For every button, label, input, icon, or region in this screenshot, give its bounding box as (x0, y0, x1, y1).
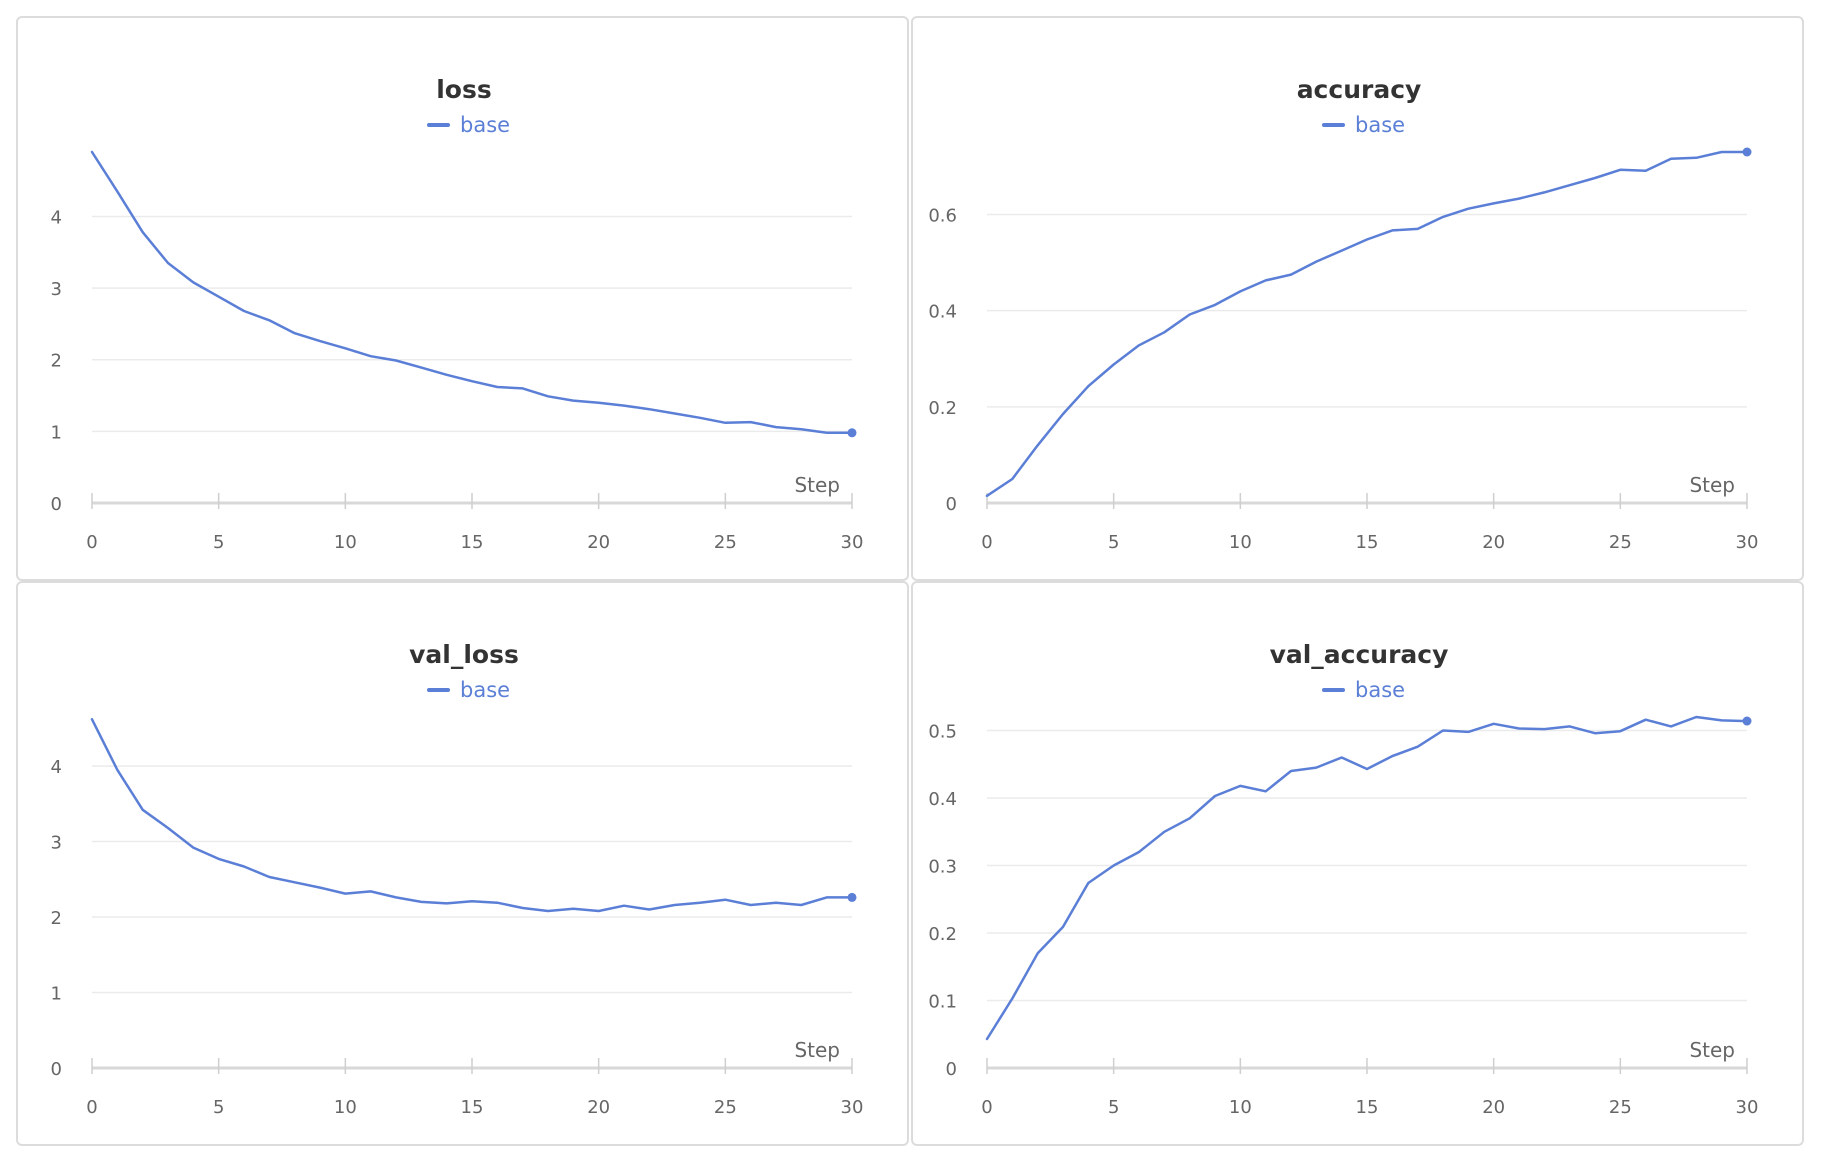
x-tick-label: 15 (1356, 532, 1379, 553)
x-tick-label: 25 (714, 1097, 737, 1118)
y-tick-label: 1 (51, 422, 62, 443)
x-tick-label: 10 (334, 1097, 357, 1118)
x-tick-label: 15 (461, 532, 484, 553)
chart-title: val_loss (409, 640, 519, 669)
x-tick-label: 0 (981, 1097, 992, 1118)
x-tick-label: 0 (86, 532, 97, 553)
x-tick-label: 15 (1356, 1097, 1379, 1118)
x-axis-label: Step (794, 473, 840, 497)
y-tick-label: 0.3 (928, 857, 957, 878)
y-tick-label: 0.6 (928, 206, 957, 227)
y-tick-label: 0.4 (928, 789, 957, 810)
series-endpoint[interactable] (1742, 716, 1752, 726)
x-tick-label: 0 (86, 1097, 97, 1118)
x-tick-label: 30 (841, 1097, 864, 1118)
y-tick-label: 3 (51, 279, 62, 300)
x-axis-label: Step (1689, 473, 1735, 497)
x-tick-label: 5 (1108, 1097, 1119, 1118)
legend-label[interactable]: base (460, 113, 510, 137)
y-tick-label: 4 (51, 757, 62, 778)
y-tick-label: 0.2 (928, 398, 957, 419)
chart-title: accuracy (1297, 75, 1422, 104)
legend-label[interactable]: base (1355, 113, 1405, 137)
x-tick-label: 10 (334, 532, 357, 553)
series-line-base[interactable] (90, 150, 854, 435)
x-axis-label: Step (794, 1038, 840, 1062)
x-tick-label: 10 (1229, 532, 1252, 553)
x-tick-label: 25 (714, 532, 737, 553)
y-tick-label: 0.5 (928, 722, 957, 743)
y-tick-label: 0 (946, 1059, 957, 1080)
chart-panel-accuracy[interactable]: accuracy base 0 0.2 0.4 0.6 0 5 10 15 20 25 30 Step (911, 16, 1804, 581)
x-tick-label: 30 (841, 532, 864, 553)
x-tick-label: 15 (461, 1097, 484, 1118)
y-tick-label: 0 (946, 494, 957, 515)
y-tick-label: 2 (51, 351, 62, 372)
x-tick-label: 5 (213, 1097, 224, 1118)
y-tick-label: 0 (51, 494, 62, 515)
x-axis-label: Step (1689, 1038, 1735, 1062)
x-tick-label: 0 (981, 532, 992, 553)
x-tick-label: 30 (1736, 1097, 1759, 1118)
y-tick-label: 1 (51, 984, 62, 1005)
x-tick-label: 5 (213, 532, 224, 553)
series-line-base[interactable] (985, 715, 1749, 1041)
x-tick-label: 25 (1609, 1097, 1632, 1118)
legend-label[interactable]: base (1355, 678, 1405, 702)
series-line-base[interactable] (90, 718, 854, 913)
x-tick-label: 20 (587, 532, 610, 553)
series-endpoint[interactable] (1742, 147, 1752, 157)
chart-svg: loss base 0 1 2 3 4 0 5 10 15 20 25 30 Step (51, 75, 864, 553)
y-tick-label: 4 (51, 207, 62, 228)
y-tick-label: 0.1 (928, 992, 957, 1013)
y-tick-label: 2 (51, 908, 62, 929)
series-endpoint[interactable] (847, 892, 857, 902)
series-line-base[interactable] (985, 150, 1749, 498)
legend-label[interactable]: base (460, 678, 510, 702)
x-tick-label: 20 (1482, 532, 1505, 553)
chart-title: loss (436, 75, 492, 104)
x-tick-label: 25 (1609, 532, 1632, 553)
chart-panel-loss[interactable]: loss base 0 1 2 3 4 0 5 10 15 20 25 30 Step (16, 16, 909, 581)
x-tick-label: 20 (587, 1097, 610, 1118)
y-tick-label: 3 (51, 833, 62, 854)
x-tick-label: 20 (1482, 1097, 1505, 1118)
x-tick-label: 5 (1108, 532, 1119, 553)
chart-title: val_accuracy (1270, 640, 1449, 669)
y-tick-label: 0.2 (928, 924, 957, 945)
y-tick-label: 0 (51, 1059, 62, 1080)
y-tick-label: 0.4 (928, 302, 957, 323)
series-endpoint[interactable] (847, 428, 857, 438)
chart-svg: accuracy base 0 0.2 0.4 0.6 0 5 10 15 20 25 30 Step (928, 75, 1759, 553)
x-tick-label: 30 (1736, 532, 1759, 553)
x-tick-label: 10 (1229, 1097, 1252, 1118)
